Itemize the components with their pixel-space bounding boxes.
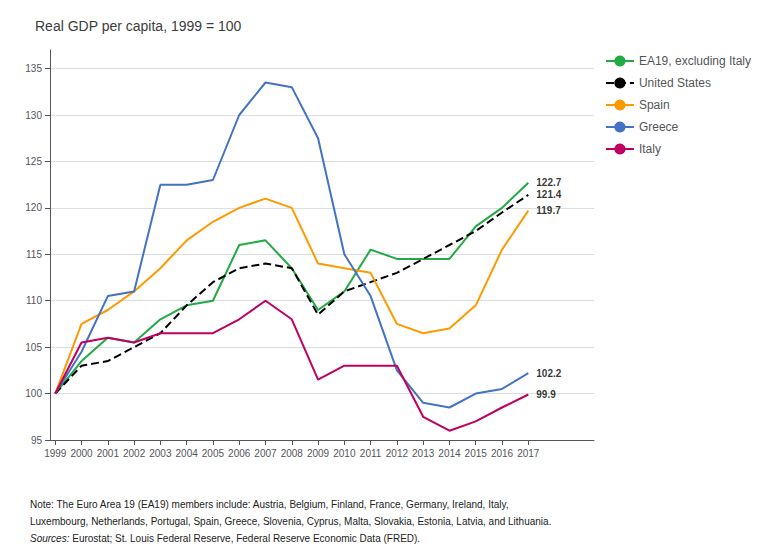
svg-text:2004: 2004 xyxy=(176,448,199,459)
svg-text:Sources:: Sources: xyxy=(30,533,70,544)
svg-text:2009: 2009 xyxy=(307,448,330,459)
svg-text:2003: 2003 xyxy=(149,448,172,459)
svg-text:2013: 2013 xyxy=(412,448,435,459)
svg-text:2005: 2005 xyxy=(202,448,225,459)
svg-text:2012: 2012 xyxy=(386,448,409,459)
svg-text:2015: 2015 xyxy=(465,448,488,459)
svg-text:2006: 2006 xyxy=(228,448,251,459)
svg-text:2010: 2010 xyxy=(333,448,356,459)
svg-text:122.7: 122.7 xyxy=(536,177,561,188)
svg-text:125: 125 xyxy=(25,156,42,167)
svg-text:2000: 2000 xyxy=(70,448,93,459)
svg-text:119.7: 119.7 xyxy=(536,205,561,216)
svg-text:2002: 2002 xyxy=(123,448,146,459)
svg-text:99.9: 99.9 xyxy=(536,389,556,400)
svg-text:2017: 2017 xyxy=(517,448,540,459)
svg-text:135: 135 xyxy=(25,63,42,74)
svg-text:Real GDP per capita, 1999 = 10: Real GDP per capita, 1999 = 100 xyxy=(35,18,242,34)
svg-text:Eurostat; St. Louis Federal Re: Eurostat; St. Louis Federal Reserve, Fed… xyxy=(69,533,420,544)
svg-text:102.2: 102.2 xyxy=(536,368,561,379)
svg-text:2014: 2014 xyxy=(438,448,461,459)
svg-text:100: 100 xyxy=(25,388,42,399)
svg-text:Luxembourg, Netherlands, Portu: Luxembourg, Netherlands, Portugal, Spain… xyxy=(30,516,551,527)
svg-text:United States: United States xyxy=(639,76,711,90)
svg-text:115: 115 xyxy=(26,249,42,260)
svg-text:130: 130 xyxy=(25,110,42,121)
svg-text:120: 120 xyxy=(25,202,42,213)
svg-text:2008: 2008 xyxy=(281,448,304,459)
svg-text:1999: 1999 xyxy=(44,448,67,459)
svg-text:2011: 2011 xyxy=(360,448,382,459)
svg-text:105: 105 xyxy=(25,342,42,353)
svg-text:Spain: Spain xyxy=(639,98,670,112)
svg-text:Note: The Euro Area 19 (EA19): Note: The Euro Area 19 (EA19) members in… xyxy=(30,499,509,510)
svg-text:2016: 2016 xyxy=(491,448,514,459)
svg-text:121.4: 121.4 xyxy=(536,189,561,200)
svg-text:Italy: Italy xyxy=(639,142,661,156)
svg-text:2007: 2007 xyxy=(254,448,277,459)
svg-text:Greece: Greece xyxy=(639,120,679,134)
svg-text:2001: 2001 xyxy=(97,448,120,459)
svg-text:110: 110 xyxy=(26,295,42,306)
svg-text:95: 95 xyxy=(31,435,43,446)
svg-text:EA19, excluding Italy: EA19, excluding Italy xyxy=(639,54,751,68)
